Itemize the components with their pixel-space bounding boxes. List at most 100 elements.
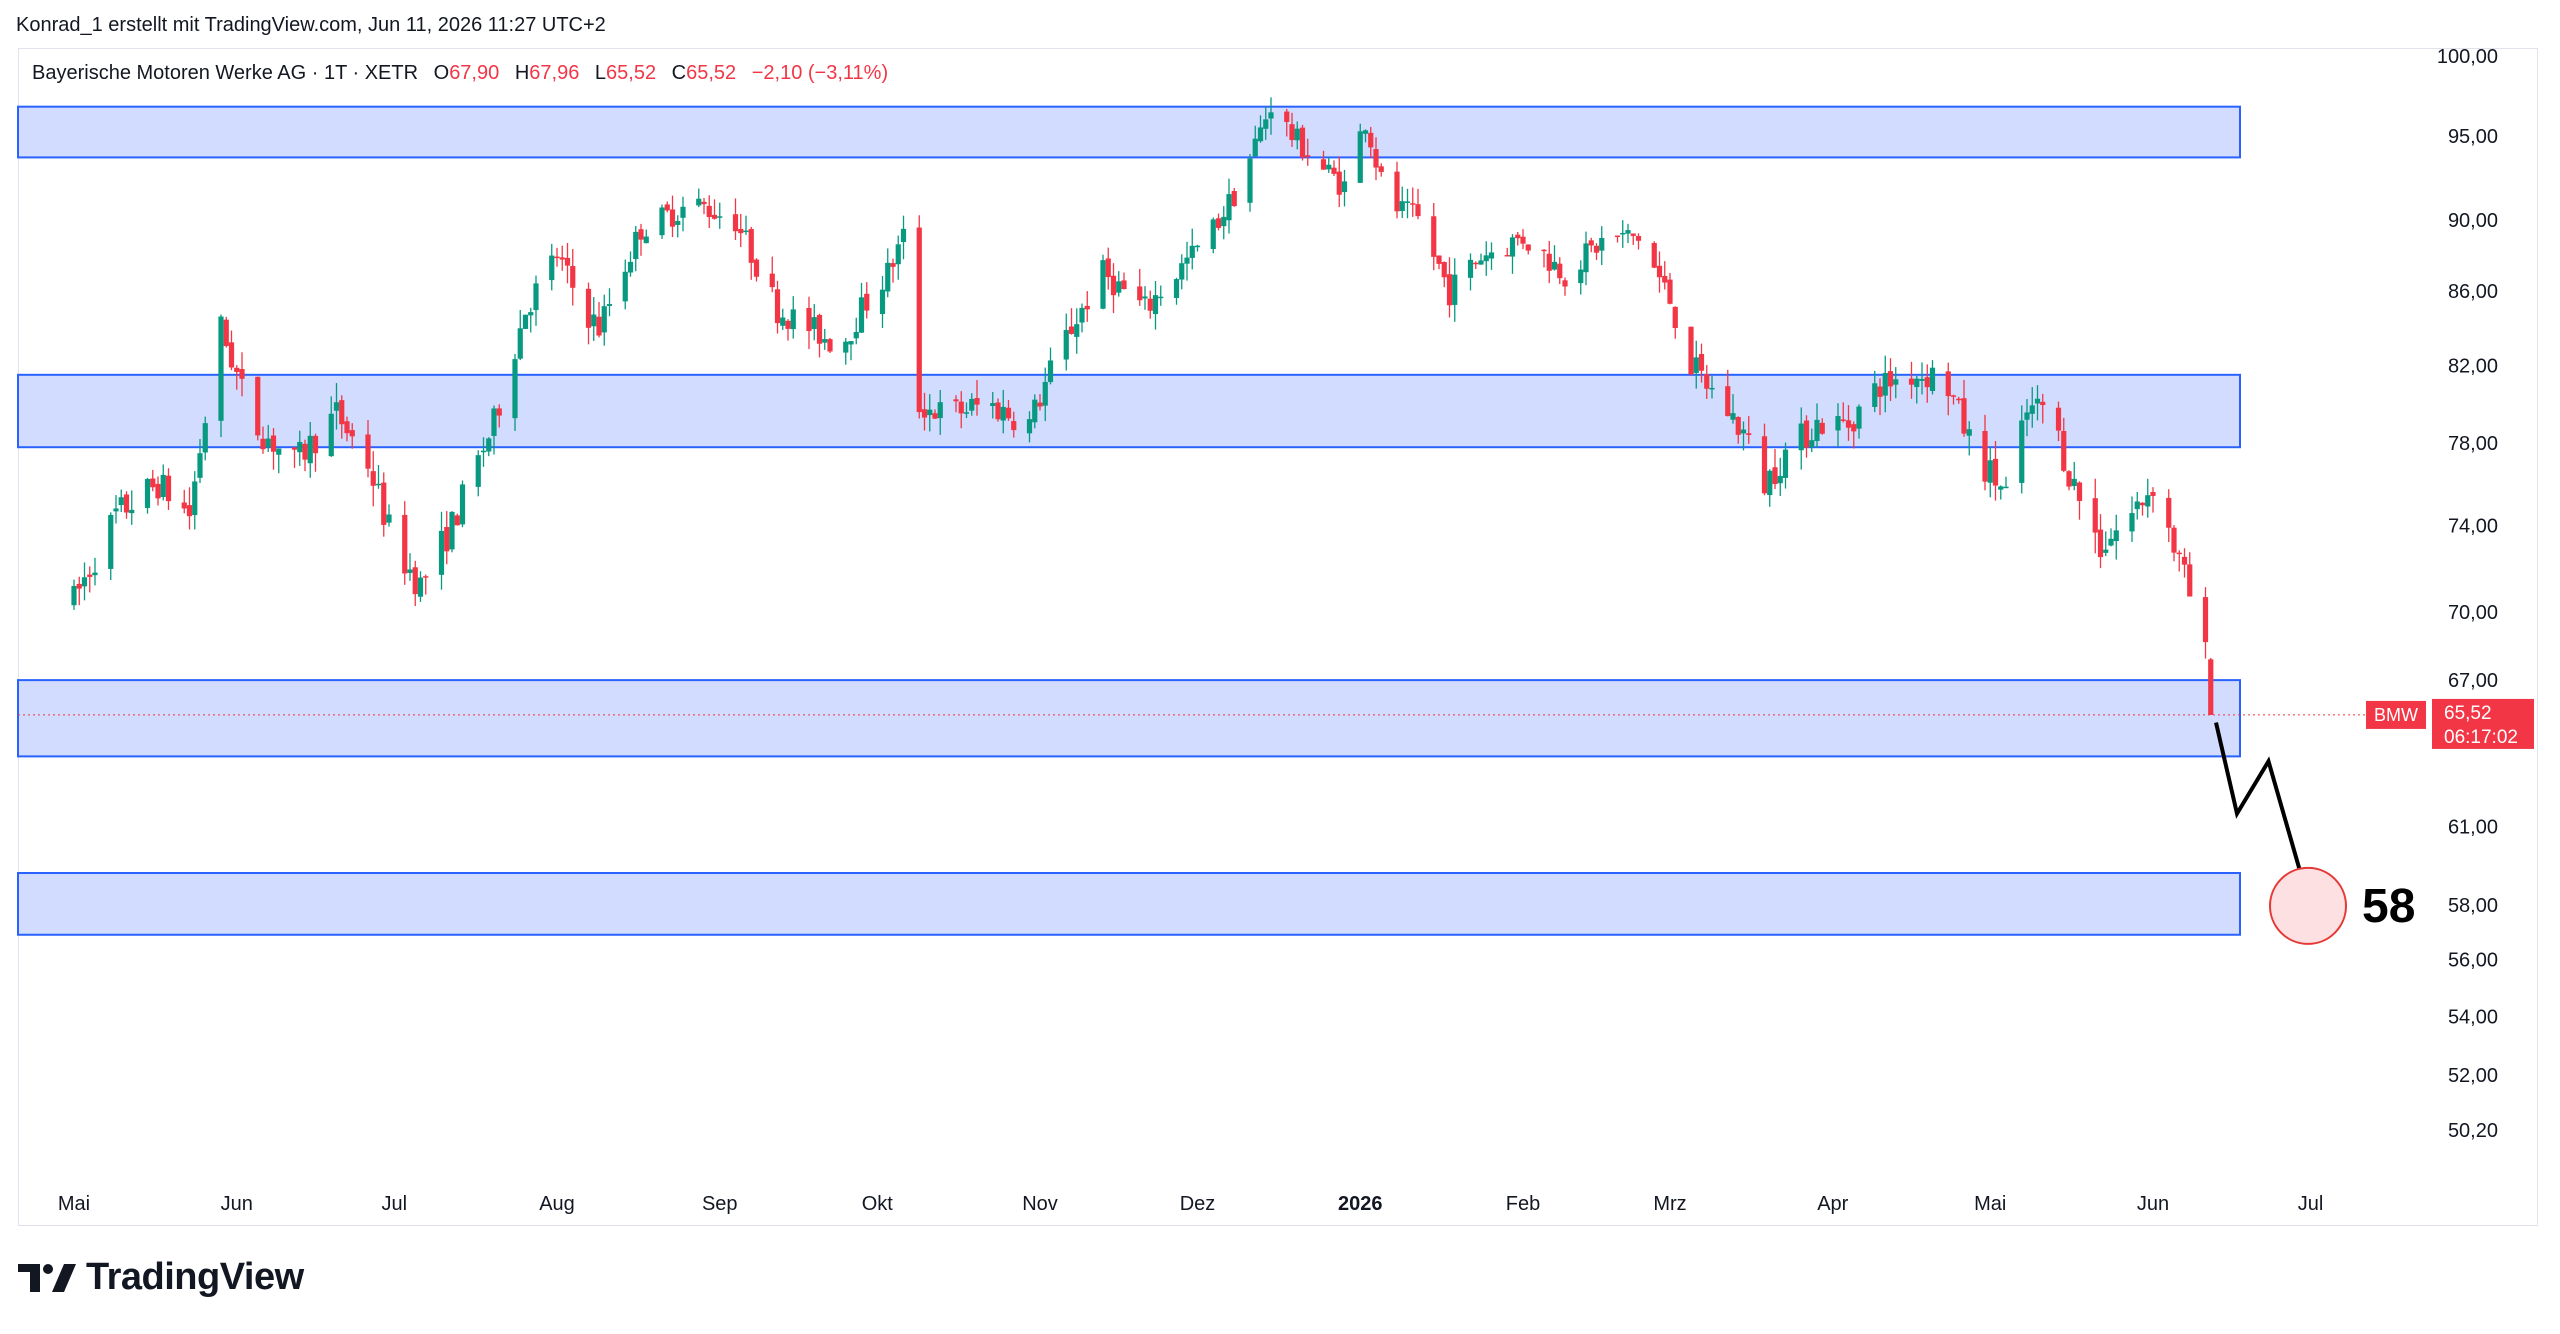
candle-body — [2076, 482, 2083, 501]
candle-body — [1399, 201, 1405, 211]
tradingview-logo-text: TradingView — [86, 1256, 304, 1298]
tradingview-logo[interactable]: TradingView — [18, 1256, 304, 1299]
candle-body — [81, 577, 88, 587]
price-tick-label: 82,00 — [2448, 355, 2498, 377]
candle-body — [1651, 242, 1657, 268]
price-axis[interactable]: 100,00 95,00 90,00 86,00 82,00 78,00 74,00 70,0… — [2437, 46, 2498, 1142]
candle-body — [627, 261, 634, 273]
candle-body — [1452, 274, 1458, 305]
time-tick-label: Sep — [702, 1193, 738, 1215]
candle-body — [1147, 298, 1153, 311]
candle-body — [1950, 395, 1957, 397]
candle-body — [150, 478, 156, 488]
candle-body — [486, 438, 492, 452]
candle-body — [1000, 406, 1006, 421]
candle-body — [1116, 281, 1122, 293]
price-tick-label: 90,00 — [2448, 210, 2498, 232]
candle-body — [570, 266, 576, 288]
candle-body — [1625, 230, 1631, 234]
high-value: 67,96 — [529, 62, 580, 84]
candle-body — [822, 339, 828, 343]
candle-body — [1709, 387, 1715, 390]
close-label: C — [671, 62, 687, 84]
candle-body — [2071, 478, 2077, 487]
candle-body — [1410, 203, 1416, 205]
candle-body — [1856, 406, 1862, 429]
candle-body — [1814, 419, 1820, 442]
candle-body — [1735, 417, 1741, 435]
candle-body — [1956, 398, 1962, 401]
price-tick-label: 61,00 — [2448, 816, 2498, 838]
candle-body — [1341, 181, 1348, 193]
candle-body — [549, 255, 555, 281]
candle-body — [1362, 130, 1369, 134]
candle-body — [92, 572, 98, 576]
candle-body — [1074, 324, 1080, 337]
chart-pane[interactable] — [18, 48, 2538, 1226]
candle-body — [806, 307, 812, 332]
candle-body — [307, 435, 313, 464]
last-price-label: 65,52 — [2444, 703, 2492, 724]
candle-body — [1635, 235, 1642, 241]
candle-body — [2034, 398, 2041, 404]
candle-body — [1551, 261, 1558, 270]
candle-body — [1945, 371, 1951, 397]
candle-body — [554, 256, 560, 259]
time-axis[interactable]: Mai Jun Jul Aug Sep Okt Nov Dez 2026 Feb Mrz Apr Mai… — [58, 1193, 2323, 1215]
change-value: −2,10 (−3,11%) — [751, 62, 889, 84]
candle-body — [1730, 413, 1736, 420]
candle-body — [1005, 407, 1012, 419]
candle-body — [1515, 234, 1521, 239]
candle-body — [1835, 416, 1841, 431]
candle-body — [717, 216, 723, 218]
candle-body — [1032, 399, 1038, 423]
target-label: 58 — [2362, 880, 2415, 933]
candle-body — [1882, 372, 1888, 396]
candle-body — [1331, 167, 1337, 174]
candle-body — [1079, 307, 1085, 323]
candle-body — [223, 319, 229, 347]
candle-body — [1698, 354, 1705, 371]
candle-body — [2103, 549, 2109, 553]
symbol-name: Bayerische Motoren Werke AG · 1T · XETR — [32, 62, 419, 84]
candle-body — [1042, 381, 1048, 406]
candle-body — [2108, 538, 2114, 546]
candle-body — [1184, 257, 1190, 264]
candle-body — [2040, 401, 2046, 406]
price-tick-label: 52,00 — [2448, 1065, 2498, 1087]
candle-body — [564, 257, 571, 266]
candle-body — [601, 306, 607, 333]
candle-body — [1845, 420, 1852, 428]
candle-body — [375, 483, 382, 486]
time-tick-label: Dez — [1180, 1193, 1216, 1215]
candle-body — [1441, 262, 1447, 278]
candle-body — [402, 514, 408, 574]
candle-body — [459, 484, 466, 525]
candle-body — [1478, 260, 1484, 265]
candle-body — [1121, 280, 1127, 290]
candle-body — [743, 230, 749, 233]
candle-body — [2176, 552, 2182, 555]
candle-body — [1672, 306, 1678, 329]
candle-body — [344, 421, 350, 434]
candle-body — [1289, 124, 1295, 141]
price-tick-label: 70,00 — [2448, 602, 2498, 624]
candle-body — [2150, 491, 2156, 496]
candle-body — [1614, 235, 1621, 238]
candle-body — [633, 231, 639, 260]
candle-body — [1966, 429, 1972, 436]
candle-body — [71, 585, 77, 606]
candle-body — [864, 293, 870, 311]
candle-body — [480, 450, 487, 453]
symbol-legend[interactable]: Bayerische Motoren Werke AG · 1T · XETR … — [32, 62, 888, 85]
candle-body — [701, 201, 707, 205]
candle-body — [622, 271, 628, 302]
candle-body — [2145, 495, 2151, 507]
candle-body — [444, 527, 450, 552]
candle-body — [1740, 429, 1747, 434]
candle-body — [1068, 326, 1075, 334]
time-tick-label: 2026 — [1338, 1193, 1383, 1215]
candle-body — [496, 408, 502, 416]
candle-body — [591, 314, 597, 327]
